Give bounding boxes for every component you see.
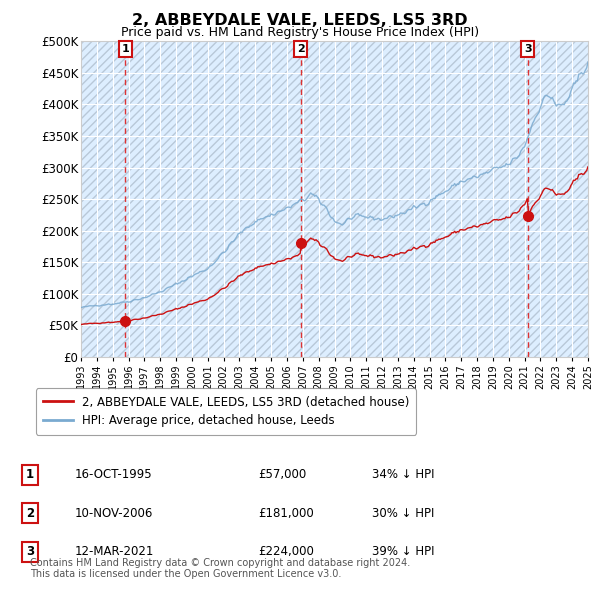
Text: £57,000: £57,000 [258,468,306,481]
Text: 34% ↓ HPI: 34% ↓ HPI [372,468,434,481]
Text: 1: 1 [26,468,34,481]
Text: 2: 2 [26,507,34,520]
Text: 2, ABBEYDALE VALE, LEEDS, LS5 3RD: 2, ABBEYDALE VALE, LEEDS, LS5 3RD [132,13,468,28]
Text: 16-OCT-1995: 16-OCT-1995 [75,468,152,481]
Text: 10-NOV-2006: 10-NOV-2006 [75,507,154,520]
Legend: 2, ABBEYDALE VALE, LEEDS, LS5 3RD (detached house), HPI: Average price, detached: 2, ABBEYDALE VALE, LEEDS, LS5 3RD (detac… [36,388,416,435]
Text: 3: 3 [26,545,34,558]
Text: £181,000: £181,000 [258,507,314,520]
Text: £224,000: £224,000 [258,545,314,558]
Text: Price paid vs. HM Land Registry's House Price Index (HPI): Price paid vs. HM Land Registry's House … [121,26,479,39]
Text: Contains HM Land Registry data © Crown copyright and database right 2024.
This d: Contains HM Land Registry data © Crown c… [30,558,410,579]
Text: 30% ↓ HPI: 30% ↓ HPI [372,507,434,520]
Text: 39% ↓ HPI: 39% ↓ HPI [372,545,434,558]
Text: 12-MAR-2021: 12-MAR-2021 [75,545,154,558]
Text: 2: 2 [297,44,304,54]
Text: 1: 1 [121,44,129,54]
Text: 3: 3 [524,44,532,54]
